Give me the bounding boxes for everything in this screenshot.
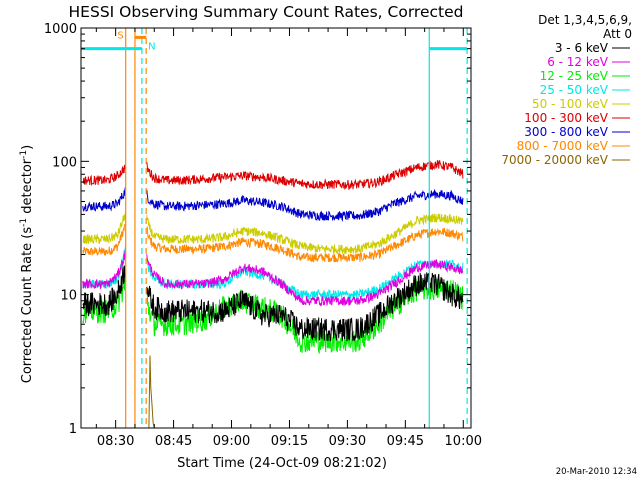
legend-label-1: 6 - 12 keV	[547, 55, 609, 69]
legend-label-7: 800 - 7000 keV	[517, 139, 609, 153]
y-tick-label-3: 1000	[44, 22, 77, 37]
legend-header-1: Det 1,3,4,5,6,9,	[538, 13, 632, 27]
y-axis-label-sup2: -1	[19, 150, 29, 159]
legend-label-5: 100 - 300 keV	[524, 111, 608, 125]
footer-date: 20-Mar-2010 12:34	[556, 467, 637, 477]
legend-label-2: 12 - 25 keV	[540, 69, 609, 83]
y-axis-label-sup1: -1	[19, 218, 29, 227]
plot-frame	[80, 27, 472, 429]
y-tick-label-2: 100	[52, 155, 77, 170]
axes-layer: 1 10 100 1000 08:30 08:45 09:00 09:15 09:30 09:45…	[44, 22, 482, 449]
x-tick-label-4: 09:30	[329, 434, 366, 449]
series-layer	[82, 160, 464, 429]
series-line-4	[82, 211, 464, 256]
x-tick-label-3: 09:15	[271, 434, 308, 449]
legend-header-2: Att 0	[603, 27, 632, 41]
series-line-7	[82, 224, 464, 263]
chart-title: HESSI Observing Summary Count Rates, Cor…	[69, 3, 464, 21]
series-line-6	[82, 186, 464, 223]
legend-label-8: 7000 - 20000 keV	[501, 153, 608, 167]
y-tick-label-1: 10	[60, 289, 77, 304]
y-axis-label: Corrected Count Rate (s-1 detector-1)	[19, 145, 35, 383]
x-axis-label: Start Time (24-Oct-09 08:21:02)	[177, 456, 387, 471]
x-tick-label-2: 09:00	[213, 434, 250, 449]
legend-label-3: 25 - 50 keV	[540, 83, 609, 97]
legend-label-4: 50 - 100 keV	[532, 97, 609, 111]
legend-label-0: 3 - 6 keV	[555, 41, 609, 55]
y-tick-label-0: 1	[69, 422, 77, 437]
series-line-5	[82, 160, 464, 191]
x-tick-label-1: 08:45	[155, 434, 192, 449]
legend-label-6: 300 - 800 keV	[524, 125, 608, 139]
series-line-8	[148, 355, 155, 429]
x-tick-label-5: 09:45	[387, 434, 424, 449]
annotation-s: S	[117, 30, 123, 41]
x-tick-label-6: 10:00	[445, 434, 482, 449]
annotation-n: N	[148, 41, 155, 52]
overlay-layer: SN	[81, 28, 468, 428]
x-tick-label-0: 08:30	[97, 434, 134, 449]
series-line-0	[82, 265, 464, 342]
series-line-1	[82, 248, 464, 307]
